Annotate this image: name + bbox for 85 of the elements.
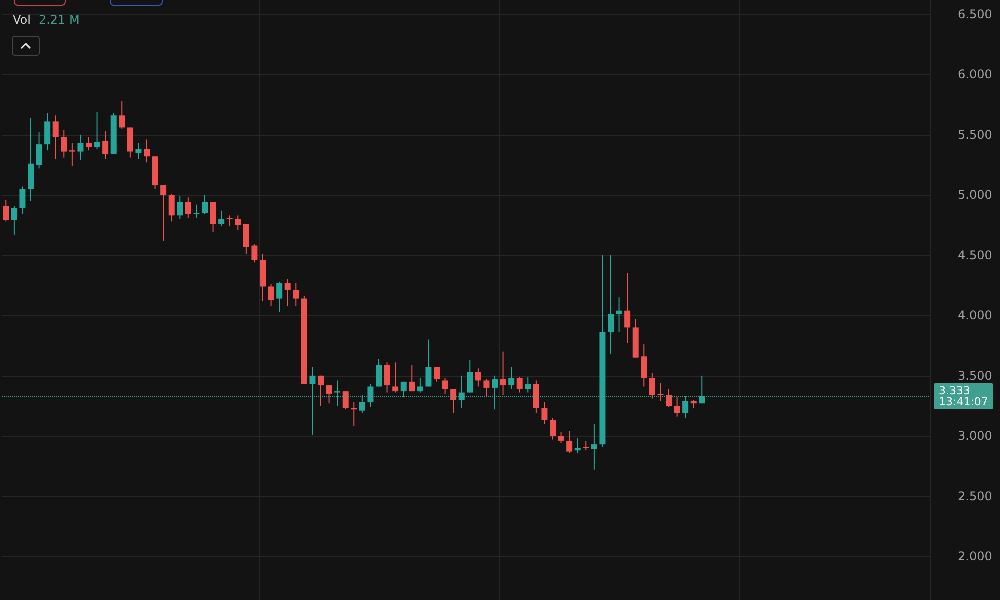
candlestick: [426, 339, 432, 388]
candlestick: [102, 130, 109, 160]
candlestick: [417, 378, 424, 394]
candlestick: [608, 254, 614, 355]
candlestick: [94, 112, 100, 150]
y-tick-label: 3.500: [958, 368, 992, 383]
candlestick: [442, 378, 448, 394]
candlestick: [376, 358, 382, 388]
candlestick: [210, 202, 216, 234]
candlestick: [3, 200, 10, 222]
candlestick: [144, 139, 150, 164]
ref-line-label: 3.333: [939, 384, 970, 398]
y-tick-label: 3.000: [958, 429, 992, 444]
candlestick: [243, 224, 250, 255]
candlestick: [508, 366, 515, 390]
candlestick: [310, 366, 316, 436]
y-tick-label: 2.500: [958, 489, 992, 504]
candlestick: [400, 381, 407, 398]
candlestick: [542, 402, 548, 425]
candlestick: [20, 186, 26, 215]
candlestick: [484, 379, 490, 398]
candlestick: [525, 376, 532, 394]
candlestick: [61, 130, 68, 158]
candlestick: [69, 142, 76, 167]
candlestick: [682, 396, 689, 419]
candlestick: [168, 193, 175, 222]
candlestick: [574, 438, 581, 454]
candlestick: [558, 432, 564, 444]
candlestick: [177, 196, 184, 220]
y-tick-label: 4.500: [958, 248, 992, 262]
y-tick-label: 6.500: [958, 7, 992, 22]
candlestick: [318, 375, 324, 407]
candlestick: [276, 281, 283, 313]
candlestick: [326, 385, 332, 404]
candlestick: [409, 364, 416, 392]
candlestick: [566, 430, 573, 454]
candlestick: [226, 215, 233, 228]
candlestick: [268, 284, 274, 307]
y-tick-label: 6.000: [958, 68, 992, 82]
candlestick: [86, 136, 92, 152]
candlestick: [458, 375, 465, 409]
candlestick: [699, 375, 706, 404]
candlestick: [359, 394, 366, 414]
candlestick: [500, 351, 506, 396]
y-tick-label: 5.500: [958, 128, 992, 142]
y-tick-label: 2.000: [958, 550, 992, 564]
candlestick: [342, 391, 349, 410]
candlestick: [384, 362, 390, 394]
y-tick-label: 5.000: [958, 188, 992, 202]
candlestick: [516, 376, 523, 394]
candlestick: [11, 206, 18, 236]
candlestick: [218, 210, 225, 228]
candlestick: [467, 360, 474, 394]
candlestick: [674, 397, 680, 418]
candlestick: [624, 272, 631, 344]
candlestick: [44, 112, 51, 152]
candlestick: [434, 366, 440, 382]
candlestick: [293, 282, 300, 307]
candlestick: [202, 194, 208, 215]
candlestick: [641, 344, 648, 388]
candlestick: [666, 388, 672, 408]
candlestick: [616, 297, 622, 334]
candlestick: [392, 362, 399, 394]
candlestick: [649, 372, 656, 400]
candlestick: [36, 132, 42, 170]
annotation: Vol: [13, 13, 31, 27]
y-tick-label: 4.000: [958, 308, 992, 323]
candlestick: [52, 115, 59, 160]
candlestick: [160, 185, 167, 242]
candlestick: [368, 384, 374, 408]
candlestick: [119, 100, 126, 130]
candlestick: [136, 142, 142, 160]
candlestick: [450, 388, 457, 414]
candlestick: [550, 418, 556, 440]
candlestick: [591, 424, 598, 470]
candlestick: [78, 134, 84, 161]
candlestick: [235, 215, 242, 231]
candlestick: [284, 279, 291, 307]
candlestick: [334, 380, 341, 407]
annotation: 2.21 M: [38, 13, 80, 27]
text: 13:41:07: [939, 395, 988, 408]
candlestick: [492, 375, 498, 410]
candlestick: [475, 368, 482, 388]
candlestick: [252, 244, 258, 264]
candlestick: [185, 197, 192, 219]
